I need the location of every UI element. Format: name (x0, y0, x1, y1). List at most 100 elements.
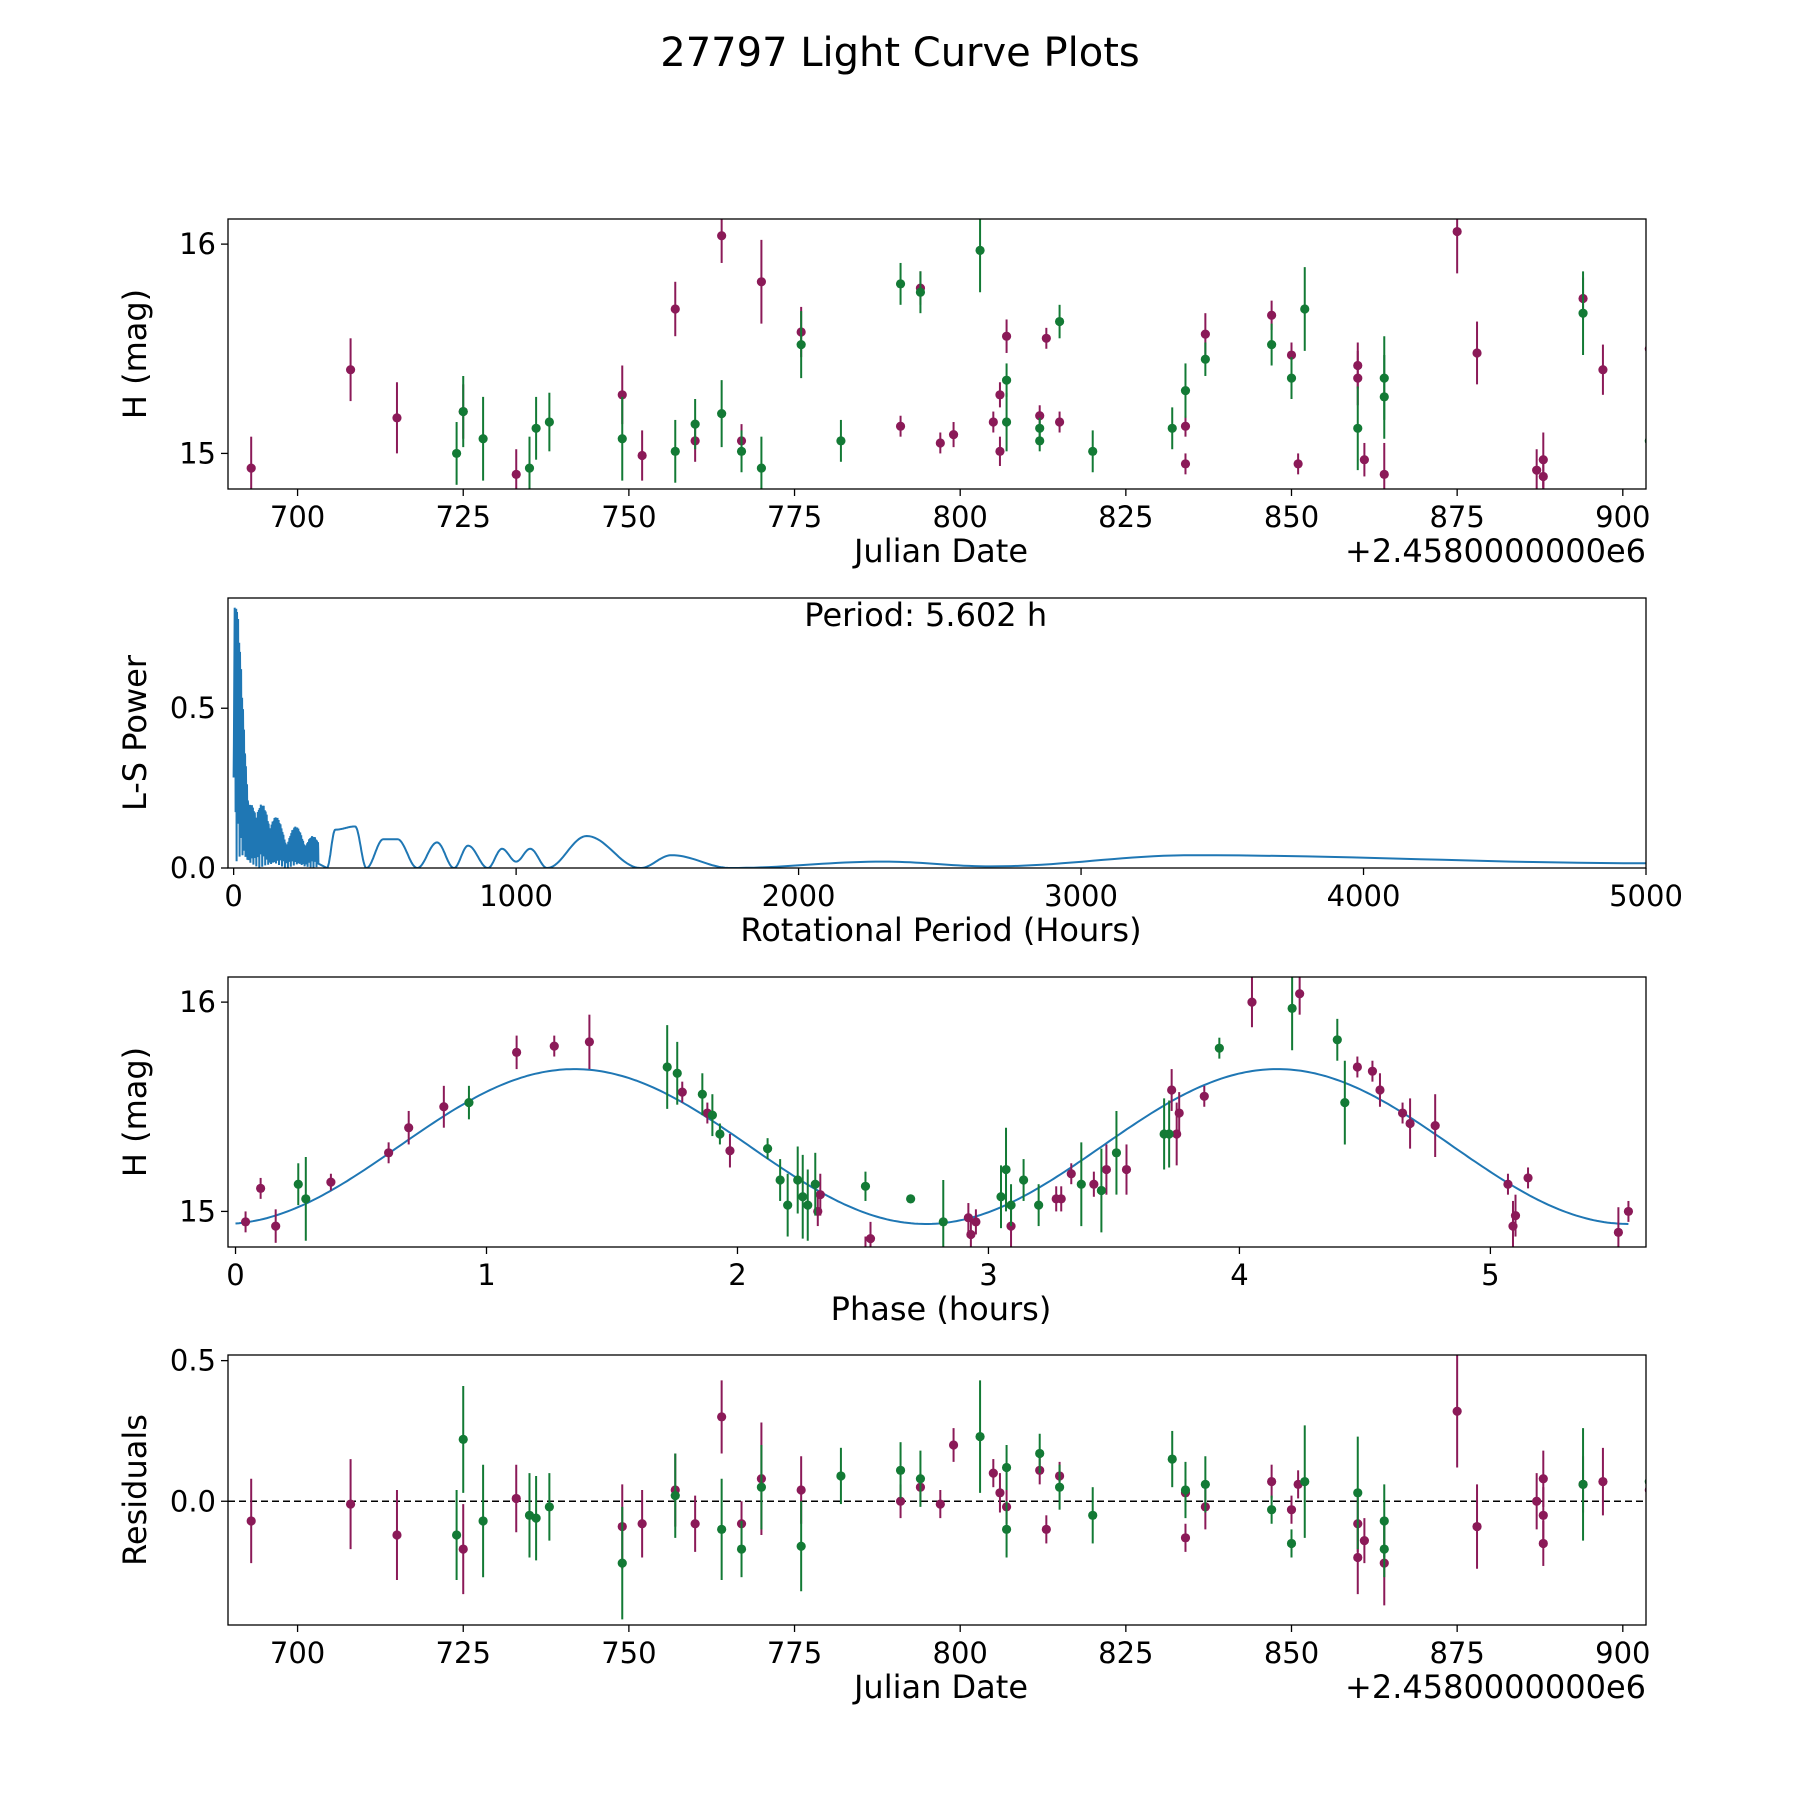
x-tick-label: 2 (728, 1258, 746, 1292)
data-marker (895, 1496, 906, 1506)
data-marker (1293, 459, 1303, 469)
data-marker (1286, 1505, 1297, 1515)
green-filter-point (301, 1157, 311, 1241)
magenta-filter-point (1180, 1523, 1191, 1552)
data-marker (1523, 1173, 1533, 1183)
data-marker (384, 1148, 394, 1158)
magenta-filter-point (1247, 977, 1257, 1028)
green-filter-point (715, 1123, 725, 1145)
x-tick-label: 825 (1098, 1636, 1153, 1670)
green-filter-point (915, 271, 926, 314)
data-marker (798, 1192, 808, 1202)
data-marker (690, 1519, 700, 1529)
phased-plot-area (235, 977, 1634, 1247)
magenta-filter-point (1066, 1163, 1076, 1185)
data-marker (1041, 1524, 1051, 1534)
magenta-filter-point (1041, 327, 1051, 349)
data-marker (796, 1485, 806, 1495)
data-marker (1286, 373, 1297, 383)
residuals-ylabel: Residuals (116, 1414, 154, 1566)
data-marker (1088, 446, 1098, 456)
data-marker (1300, 1476, 1310, 1487)
x-tick-label: 850 (1264, 500, 1319, 534)
data-marker (1286, 350, 1297, 360)
data-marker (996, 1192, 1006, 1202)
x-tick-label: 5 (1481, 1258, 1499, 1292)
data-marker (762, 1144, 773, 1154)
lightcurve-xlabel: Julian Date (852, 532, 1028, 570)
green-filter-point (531, 396, 541, 460)
magenta-filter-point (1430, 1094, 1440, 1157)
x-tick-label: 725 (436, 500, 491, 534)
green-filter-point (1001, 363, 1012, 397)
green-filter-point (1353, 386, 1363, 471)
magenta-filter-point (865, 1221, 876, 1247)
data-marker (725, 1146, 735, 1156)
x-tick-label: 900 (1595, 1636, 1650, 1670)
magenta-filter-point (1056, 1186, 1066, 1212)
data-marker (1538, 1510, 1548, 1520)
green-filter-point (1379, 1520, 1389, 1578)
data-marker (670, 1491, 680, 1501)
magenta-filter-point (1089, 1171, 1099, 1197)
green-filter-point (836, 1447, 846, 1505)
green-filter-point (1200, 342, 1210, 376)
data-marker (1340, 1097, 1350, 1108)
data-marker (1180, 386, 1191, 396)
residuals-frame (227, 1354, 1647, 1626)
magenta-filter-point (1510, 1194, 1521, 1237)
green-filter-point (1076, 1142, 1086, 1227)
data-marker (670, 446, 680, 456)
magenta-filter-point (637, 1490, 647, 1558)
data-marker (1352, 1062, 1362, 1072)
data-marker (637, 450, 647, 461)
data-marker (1353, 423, 1363, 433)
data-marker (1359, 1536, 1369, 1546)
data-marker (1054, 1482, 1065, 1492)
data-marker (1598, 1476, 1608, 1487)
data-marker (1164, 1129, 1174, 1139)
data-marker (544, 1502, 554, 1512)
y-tick-label: 15 (179, 436, 216, 470)
x-tick-label: 2000 (762, 879, 836, 913)
data-marker (860, 1181, 871, 1191)
magenta-filter-point (948, 422, 959, 448)
magenta-filter-point (511, 449, 521, 489)
data-marker (975, 1431, 985, 1442)
data-marker (1001, 1462, 1012, 1473)
data-marker (1035, 423, 1045, 433)
data-marker (531, 423, 541, 433)
magenta-filter-point (1367, 1060, 1378, 1082)
green-filter-point (793, 1146, 803, 1214)
green-filter-point (452, 1490, 462, 1580)
data-marker (796, 339, 806, 350)
magenta-filter-point (511, 1464, 521, 1533)
data-marker (458, 406, 468, 417)
data-marker (1267, 310, 1277, 320)
x-tick-label: 825 (1098, 500, 1153, 534)
data-marker (637, 1519, 647, 1529)
magenta-filter-point (995, 1473, 1005, 1513)
data-marker (690, 419, 700, 429)
magenta-filter-point (864, 1236, 867, 1247)
data-marker (256, 1183, 266, 1193)
green-filter-point (1578, 1428, 1588, 1541)
data-marker (995, 446, 1005, 456)
data-marker (975, 245, 985, 255)
green-filter-point (452, 422, 462, 485)
data-marker (293, 1179, 303, 1189)
data-marker (1332, 1035, 1342, 1045)
x-tick-label: 900 (1595, 500, 1650, 534)
data-marker (1541, 488, 1546, 489)
data-marker (948, 1440, 959, 1450)
data-marker (756, 277, 767, 287)
green-filter-point (796, 1501, 806, 1592)
data-marker (988, 1468, 998, 1478)
data-marker (301, 1194, 311, 1204)
green-filter-point (697, 1073, 707, 1116)
data-marker (971, 1217, 981, 1227)
data-marker (1001, 417, 1012, 427)
data-marker (1174, 1108, 1184, 1118)
data-marker (1613, 1227, 1623, 1237)
